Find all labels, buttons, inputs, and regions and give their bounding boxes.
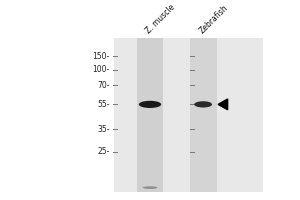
Bar xyxy=(190,38,217,192)
Text: 25-: 25- xyxy=(97,147,110,156)
Text: 100-: 100- xyxy=(92,65,110,74)
Polygon shape xyxy=(218,99,228,110)
Text: 70-: 70- xyxy=(97,81,110,90)
Ellipse shape xyxy=(139,101,161,108)
Text: 150-: 150- xyxy=(92,52,110,61)
Text: Z. muscle: Z. muscle xyxy=(144,3,176,36)
Text: Zebrafish: Zebrafish xyxy=(197,3,230,36)
Bar xyxy=(114,38,263,192)
Ellipse shape xyxy=(194,101,212,108)
Text: 35-: 35- xyxy=(97,125,110,134)
Bar xyxy=(136,38,164,192)
Text: 55-: 55- xyxy=(97,100,110,109)
Ellipse shape xyxy=(142,186,158,189)
